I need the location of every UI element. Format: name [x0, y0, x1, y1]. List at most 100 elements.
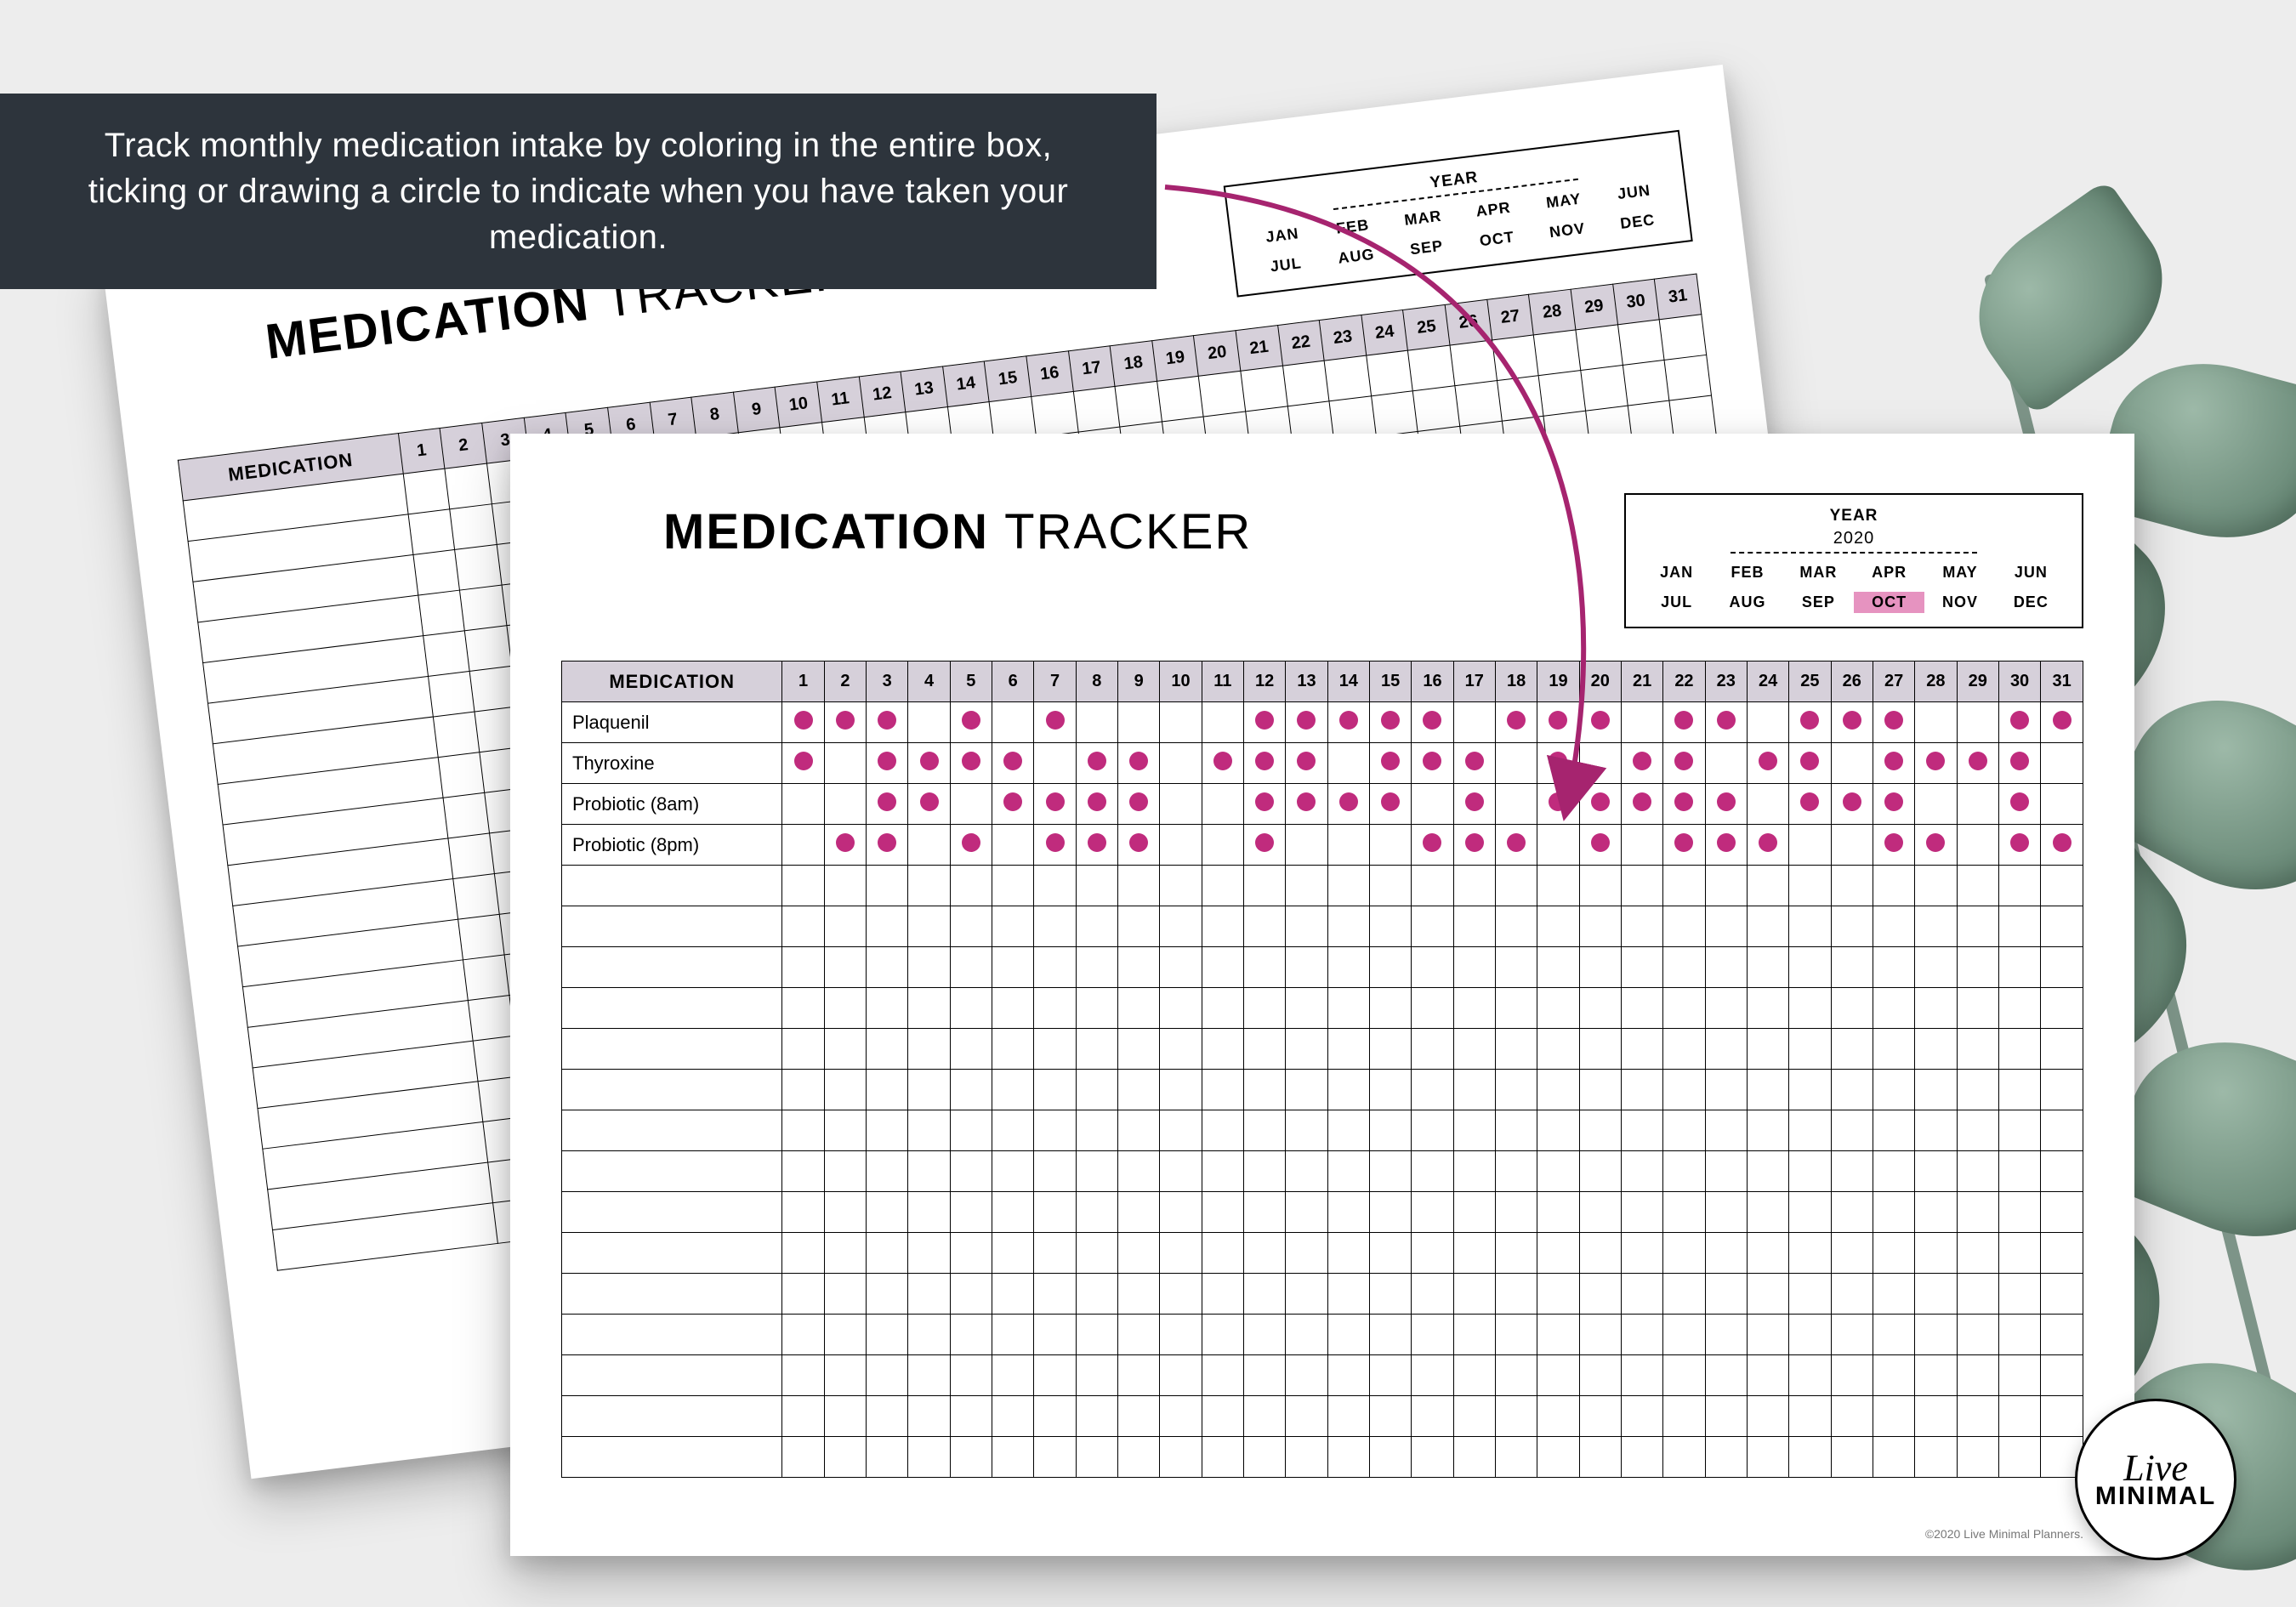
day-cell[interactable] [1327, 702, 1369, 743]
day-cell[interactable] [423, 631, 470, 677]
day-cell[interactable] [1412, 702, 1453, 743]
day-cell[interactable] [950, 1110, 992, 1151]
day-cell[interactable] [1705, 947, 1747, 988]
day-cell[interactable] [1327, 906, 1369, 947]
day-cell[interactable] [1034, 825, 1076, 866]
day-cell[interactable] [1705, 784, 1747, 825]
day-cell[interactable] [1076, 1070, 1117, 1110]
day-cell[interactable] [1286, 947, 1327, 988]
day-cell[interactable] [450, 504, 497, 550]
day-cell[interactable] [1034, 866, 1076, 906]
day-cell[interactable] [950, 906, 992, 947]
day-cell[interactable] [1369, 1355, 1411, 1396]
day-cell[interactable] [1244, 784, 1286, 825]
day-cell[interactable] [950, 1029, 992, 1070]
day-cell[interactable] [867, 947, 908, 988]
day-cell[interactable] [867, 825, 908, 866]
day-cell[interactable] [1495, 1110, 1537, 1151]
day-cell[interactable] [782, 1110, 824, 1151]
day-cell[interactable] [1705, 1029, 1747, 1070]
day-cell[interactable] [1621, 825, 1662, 866]
day-cell[interactable] [1327, 825, 1369, 866]
day-cell[interactable] [1621, 1029, 1662, 1070]
day-cell[interactable] [1244, 947, 1286, 988]
day-cell[interactable] [1663, 1070, 1705, 1110]
medication-name-cell[interactable]: Thyroxine [562, 743, 782, 784]
day-cell[interactable] [992, 1355, 1034, 1396]
day-cell[interactable] [1202, 1029, 1243, 1070]
day-cell[interactable] [1244, 1396, 1286, 1437]
day-cell[interactable] [1034, 1070, 1076, 1110]
day-cell[interactable] [1663, 906, 1705, 947]
day-cell[interactable] [1369, 1070, 1411, 1110]
day-cell[interactable] [1831, 1315, 1873, 1355]
day-cell[interactable] [1537, 1151, 1579, 1192]
day-cell[interactable] [1581, 365, 1628, 411]
day-cell[interactable] [1118, 1233, 1160, 1274]
day-cell[interactable] [1202, 702, 1243, 743]
day-cell[interactable] [867, 702, 908, 743]
day-cell[interactable] [1412, 1029, 1453, 1070]
day-cell[interactable] [867, 1274, 908, 1315]
day-cell[interactable] [1831, 1110, 1873, 1151]
day-cell[interactable] [1873, 947, 1914, 988]
day-cell[interactable] [1286, 988, 1327, 1029]
day-cell[interactable] [1915, 825, 1957, 866]
day-cell[interactable] [1789, 702, 1831, 743]
day-cell[interactable] [1534, 330, 1581, 376]
day-cell[interactable] [992, 1233, 1034, 1274]
day-cell[interactable] [1831, 1029, 1873, 1070]
day-cell[interactable] [1831, 702, 1873, 743]
day-cell[interactable] [438, 752, 485, 798]
day-cell[interactable] [908, 1151, 950, 1192]
day-cell[interactable] [1453, 1396, 1495, 1437]
day-cell[interactable] [1663, 1233, 1705, 1274]
day-cell[interactable] [1076, 1274, 1117, 1315]
day-cell[interactable] [1957, 1110, 1998, 1151]
day-cell[interactable] [1621, 947, 1662, 988]
day-cell[interactable] [1579, 947, 1621, 988]
day-cell[interactable] [950, 1233, 992, 1274]
day-cell[interactable] [1873, 866, 1914, 906]
day-cell[interactable] [1160, 906, 1202, 947]
day-cell[interactable] [992, 1315, 1034, 1355]
day-cell[interactable] [950, 988, 992, 1029]
day-cell[interactable] [1034, 784, 1076, 825]
day-cell[interactable] [824, 947, 866, 988]
day-cell[interactable] [867, 1110, 908, 1151]
day-cell[interactable] [1579, 1396, 1621, 1437]
day-cell[interactable] [1453, 1151, 1495, 1192]
day-cell[interactable] [1241, 366, 1287, 412]
day-cell[interactable] [1244, 1151, 1286, 1192]
day-cell[interactable] [2041, 784, 2083, 825]
day-cell[interactable] [1495, 702, 1537, 743]
day-cell[interactable] [1747, 1192, 1788, 1233]
day-cell[interactable] [1873, 1029, 1914, 1070]
day-cell[interactable] [1957, 1274, 1998, 1315]
day-cell[interactable] [782, 784, 824, 825]
day-cell[interactable] [1327, 1233, 1369, 1274]
day-cell[interactable] [1453, 1315, 1495, 1355]
day-cell[interactable] [1034, 1396, 1076, 1437]
day-cell[interactable] [1202, 1110, 1243, 1151]
day-cell[interactable] [1495, 1315, 1537, 1355]
day-cell[interactable] [1076, 906, 1117, 947]
day-cell[interactable] [1286, 702, 1327, 743]
day-cell[interactable] [1369, 866, 1411, 906]
month-apr[interactable]: APR [1854, 562, 1924, 583]
day-cell[interactable] [1579, 743, 1621, 784]
day-cell[interactable] [453, 874, 500, 920]
day-cell[interactable] [1160, 1233, 1202, 1274]
day-cell[interactable] [1873, 825, 1914, 866]
day-cell[interactable] [1495, 1437, 1537, 1478]
day-cell[interactable] [1998, 1396, 2040, 1437]
day-cell[interactable] [1369, 906, 1411, 947]
day-cell[interactable] [1118, 702, 1160, 743]
day-cell[interactable] [1412, 866, 1453, 906]
day-cell[interactable] [1579, 825, 1621, 866]
day-cell[interactable] [1453, 906, 1495, 947]
day-cell[interactable] [782, 702, 824, 743]
day-cell[interactable] [1244, 1355, 1286, 1396]
day-cell[interactable] [1369, 1151, 1411, 1192]
day-cell[interactable] [2041, 1355, 2083, 1396]
